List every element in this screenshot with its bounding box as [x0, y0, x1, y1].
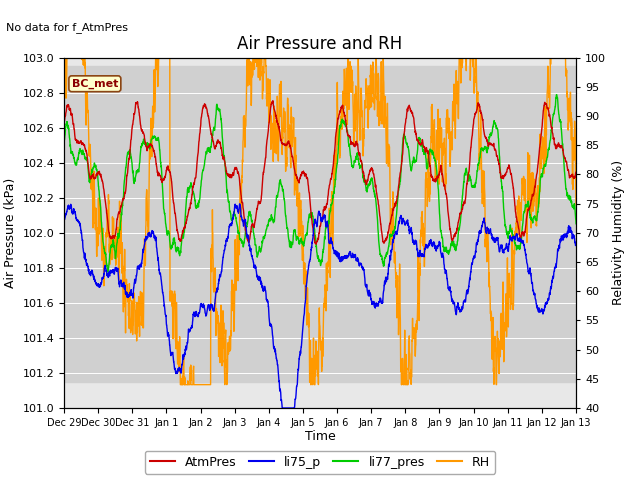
Y-axis label: Relativity Humidity (%): Relativity Humidity (%)	[612, 160, 625, 305]
Bar	[64, 66, 576, 382]
Title: Air Pressure and RH: Air Pressure and RH	[237, 35, 403, 53]
Text: BC_met: BC_met	[72, 79, 118, 89]
Text: No data for f_AtmPres: No data for f_AtmPres	[6, 22, 129, 33]
Y-axis label: Air Pressure (kPa): Air Pressure (kPa)	[4, 178, 17, 288]
Legend: AtmPres, li75_p, li77_pres, RH: AtmPres, li75_p, li77_pres, RH	[145, 451, 495, 474]
X-axis label: Time: Time	[305, 431, 335, 444]
